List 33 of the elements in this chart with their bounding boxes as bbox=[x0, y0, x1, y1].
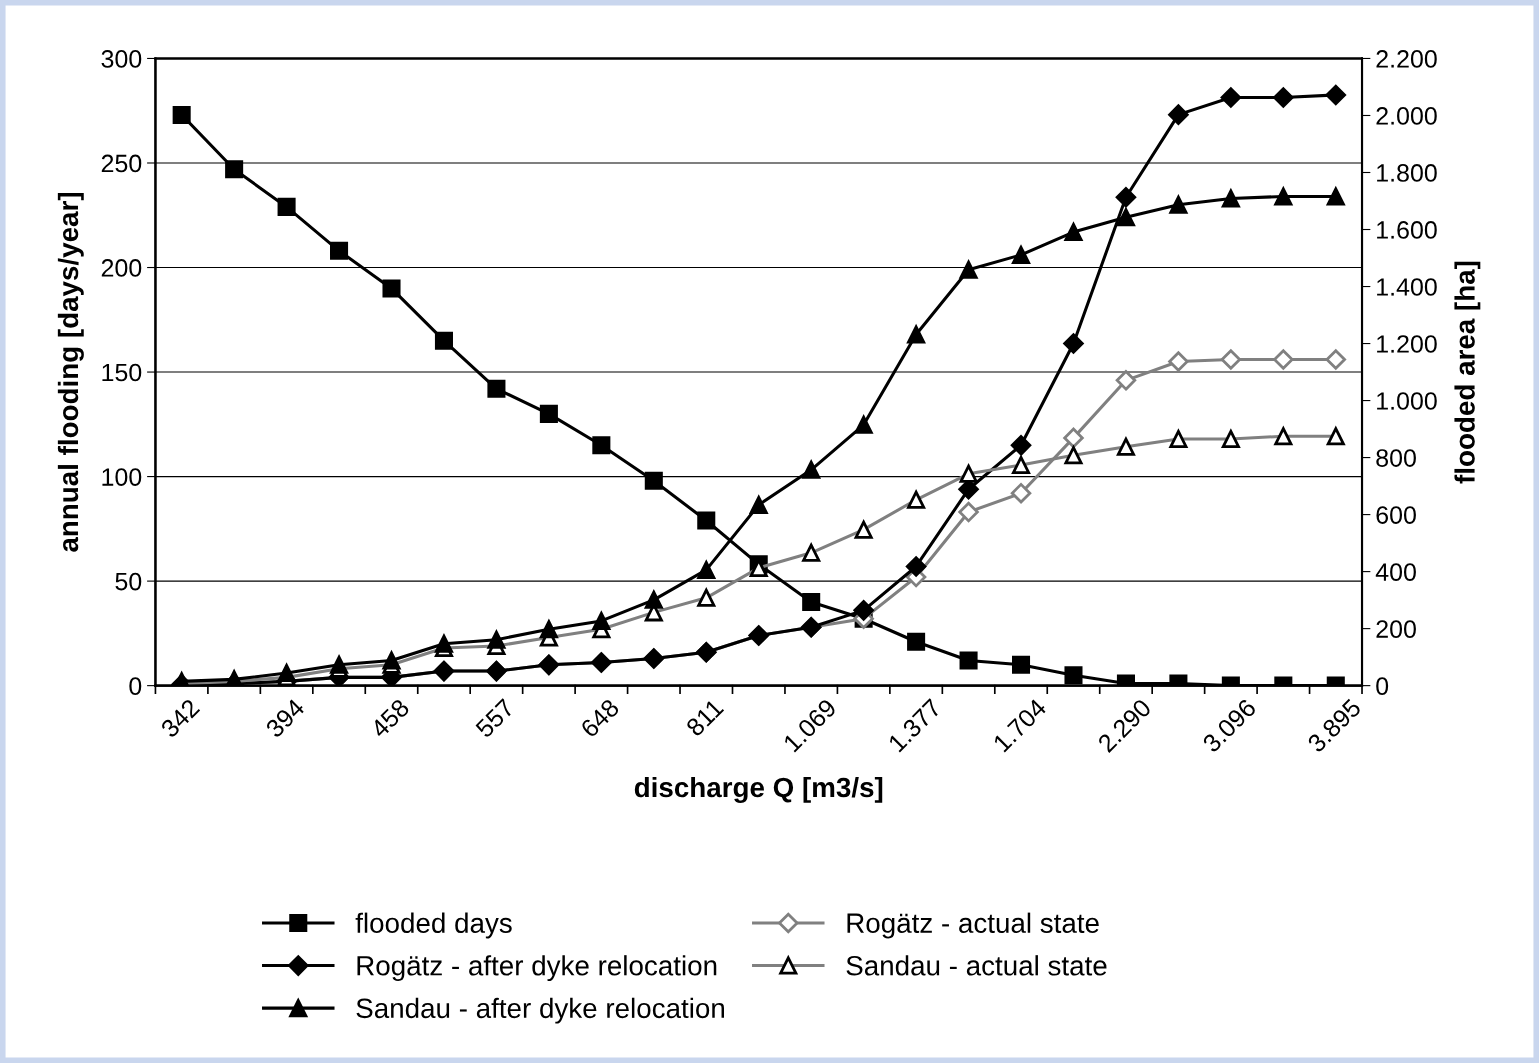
y2-tick-label: 400 bbox=[1375, 563, 1416, 581]
y2-tick-label: 1.800 bbox=[1377, 164, 1437, 182]
y-tick-label: 250 bbox=[101, 154, 142, 173]
x-axis-title: discharge Q [m3/s] bbox=[634, 776, 883, 803]
y2-tick-label: 1.200 bbox=[1377, 335, 1437, 353]
y2-tick-label: 800 bbox=[1376, 449, 1416, 467]
y2-axis-title: flooded area [ha] bbox=[1454, 261, 1481, 484]
y2-tick-label: 200 bbox=[1376, 620, 1416, 638]
y-tick-label: 150 bbox=[102, 363, 142, 382]
y-tick-label: 0 bbox=[129, 677, 142, 695]
y-tick-label: 300 bbox=[101, 50, 142, 68]
y2-tick-label: 600 bbox=[1376, 506, 1416, 524]
y2-tick-label: 2.200 bbox=[1376, 50, 1437, 68]
y-tick-label: 100 bbox=[102, 468, 142, 486]
x-tick-label: 811 bbox=[685, 698, 725, 738]
legend-label: Sandau - actual state bbox=[846, 955, 1107, 976]
legend-label: flooded days bbox=[355, 912, 512, 939]
y2-tick-label: 1.600 bbox=[1377, 221, 1437, 239]
y-tick-label: 50 bbox=[115, 572, 142, 591]
legend-label: Rogätz - after dyke relocation bbox=[357, 955, 717, 982]
x-tick-label: 648 bbox=[579, 697, 621, 739]
y-tick-label: 200 bbox=[101, 259, 142, 277]
legend-label: Sandau - after dyke relocation bbox=[356, 997, 724, 1024]
y2-tick-label: 0 bbox=[1376, 677, 1389, 695]
y-axis-title: annual flooding [days/year] bbox=[57, 193, 84, 552]
y2-tick-label: 1.400 bbox=[1377, 278, 1437, 296]
x-tick-label: 394 bbox=[264, 697, 306, 739]
x-tick-label: 458 bbox=[369, 697, 411, 739]
x-tick-label: 557 bbox=[474, 698, 516, 739]
y2-tick-label: 2.000 bbox=[1376, 107, 1437, 125]
x-tick-label: 342 bbox=[159, 698, 201, 739]
y2-tick-label: 1.000 bbox=[1377, 392, 1437, 410]
legend-label: Rogätz - actual state bbox=[847, 912, 1099, 939]
